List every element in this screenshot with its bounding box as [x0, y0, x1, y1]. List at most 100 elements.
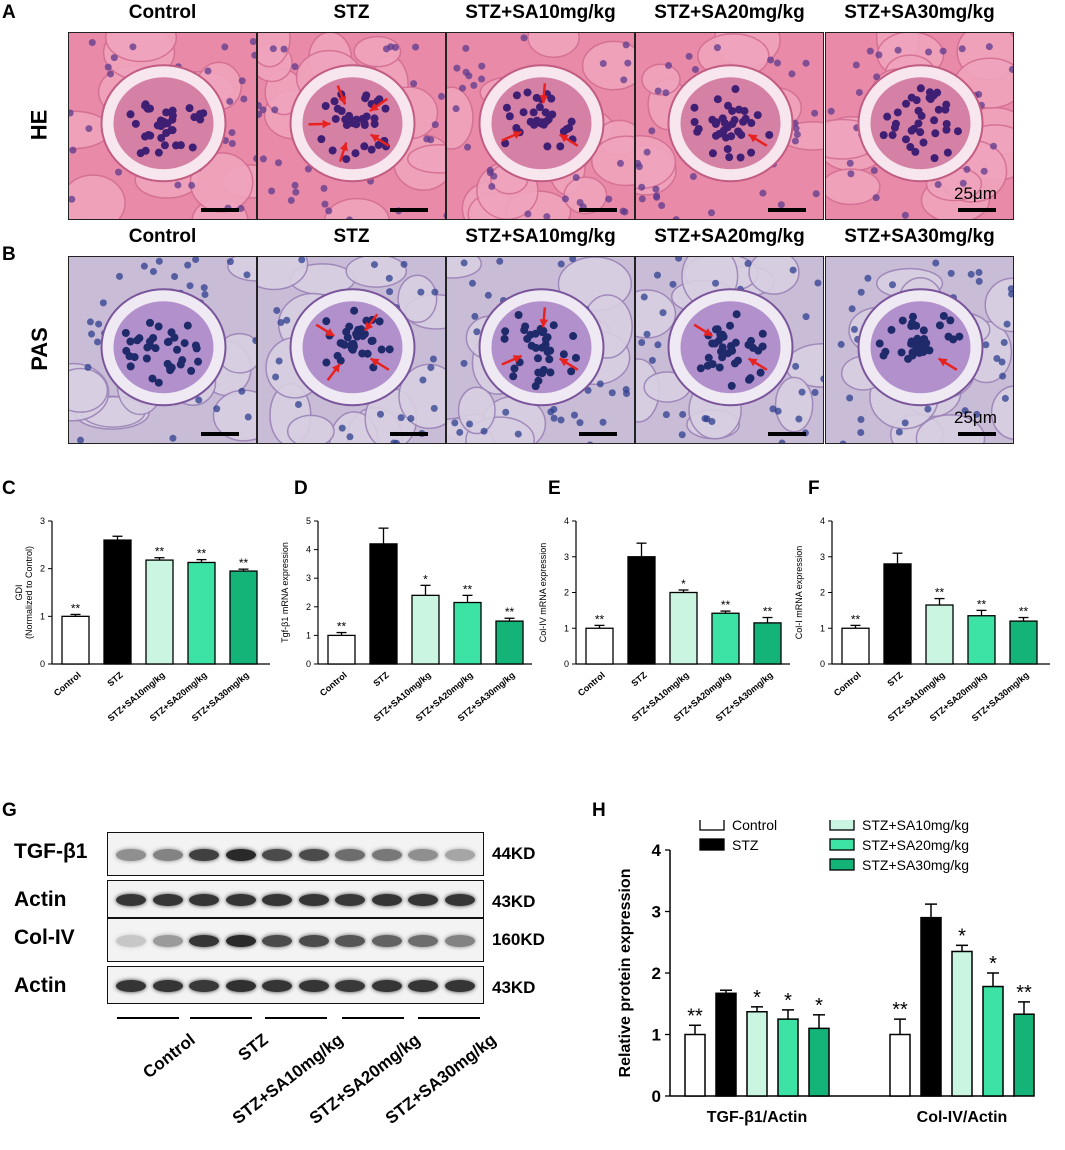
panel-label-c: C	[2, 478, 16, 499]
glomerular-nucleus	[756, 368, 765, 377]
glomerular-nucleus	[510, 364, 519, 373]
nucleus	[338, 424, 346, 432]
tubule	[641, 63, 681, 96]
red-arrow	[539, 307, 549, 328]
blot-band	[408, 849, 438, 861]
bar	[627, 556, 656, 665]
tubule	[324, 197, 390, 219]
glomerular-nucleus	[908, 319, 917, 328]
glomerular-nucleus	[720, 118, 729, 127]
scale-bar	[768, 432, 806, 436]
bar	[1013, 1013, 1035, 1097]
glomerular-nucleus	[754, 346, 763, 355]
y-tick-label: 0	[564, 659, 569, 669]
red-arrow	[558, 133, 579, 147]
glomerular-nucleus	[744, 340, 753, 349]
glomerular-nucleus	[734, 128, 743, 137]
glomerular-nucleus	[747, 119, 756, 128]
nucleus	[437, 92, 445, 100]
nucleus	[104, 63, 112, 71]
bar	[715, 992, 737, 1097]
he-tile	[825, 32, 1014, 220]
glomerular-nucleus	[185, 104, 194, 113]
nucleus	[377, 410, 385, 418]
red-arrow	[501, 354, 523, 366]
he-col-title: STZ+SA20mg/kg	[654, 2, 805, 23]
nucleus	[820, 375, 823, 383]
tubule	[591, 135, 634, 187]
blot-band	[152, 980, 183, 992]
nucleus	[462, 44, 470, 52]
glomerular-nucleus	[556, 142, 565, 151]
blot-row-label: Col-IV	[14, 926, 75, 949]
y-tick-label: 3	[820, 552, 825, 562]
arrow-head	[512, 131, 522, 140]
glomerular-nucleus	[142, 354, 151, 363]
glomerular-nucleus	[907, 339, 916, 348]
blot-strip	[107, 880, 484, 918]
glomerular-nucleus	[912, 96, 921, 105]
nucleus	[200, 284, 208, 292]
blot-band	[335, 980, 365, 992]
nucleus	[496, 257, 504, 265]
nucleus	[814, 279, 822, 287]
nucleus	[478, 75, 486, 83]
glomerular-nucleus	[370, 119, 379, 128]
nucleus	[961, 407, 969, 415]
scale-bar	[201, 208, 239, 212]
nucleus	[171, 272, 179, 280]
nucleus	[1003, 320, 1011, 328]
nucleus	[547, 408, 555, 416]
arrow-head	[748, 134, 758, 143]
scale-bar	[390, 432, 428, 436]
glomerular-nucleus	[336, 356, 345, 365]
glomerular-nucleus	[160, 141, 169, 150]
he-tile	[257, 32, 446, 220]
glomerular-nucleus	[559, 350, 568, 359]
nucleus	[431, 288, 439, 296]
panel-label-f: F	[808, 478, 820, 499]
nucleus	[460, 359, 468, 367]
nucleus	[478, 62, 486, 70]
glomerular-nucleus	[122, 346, 131, 355]
glomerular-nucleus	[916, 128, 925, 137]
nucleus	[228, 139, 236, 147]
glomerular-nucleus	[192, 344, 201, 353]
nucleus	[999, 372, 1007, 380]
nucleus	[675, 257, 683, 262]
nucleus	[791, 137, 799, 145]
nucleus	[759, 189, 767, 197]
nucleus	[429, 355, 437, 363]
glomerular-nucleus	[187, 366, 196, 375]
arrow-head	[512, 355, 522, 364]
nucleus	[249, 37, 256, 45]
glomerular-nucleus	[531, 343, 540, 352]
nucleus	[471, 312, 479, 320]
pas-tissue	[69, 257, 256, 443]
glomerular-nucleus	[350, 306, 359, 315]
glomerular-nucleus	[721, 133, 730, 142]
bar	[669, 591, 698, 665]
y-tick-label: 3	[652, 903, 661, 922]
nucleus	[294, 401, 302, 409]
glomerular-nucleus	[501, 327, 510, 336]
glomerular-nucleus	[908, 312, 917, 321]
blot-band	[262, 894, 292, 906]
pas-col-title: STZ+SA10mg/kg	[465, 226, 616, 247]
nucleus	[237, 204, 245, 212]
nucleus	[963, 165, 971, 173]
glomerular-nucleus	[168, 126, 177, 135]
tubule	[345, 257, 408, 288]
panel-label-a: A	[2, 2, 16, 23]
nucleus	[69, 109, 74, 117]
glomerular-nucleus	[883, 112, 892, 121]
x-tick-label: Control	[52, 670, 83, 698]
nucleus	[932, 259, 940, 267]
glomerular-nucleus	[121, 328, 130, 337]
glomerular-nucleus	[194, 357, 203, 366]
significance-mark: *	[815, 995, 823, 1017]
blot-band	[444, 894, 475, 906]
red-arrow	[937, 357, 958, 371]
arrow-head	[559, 134, 569, 143]
